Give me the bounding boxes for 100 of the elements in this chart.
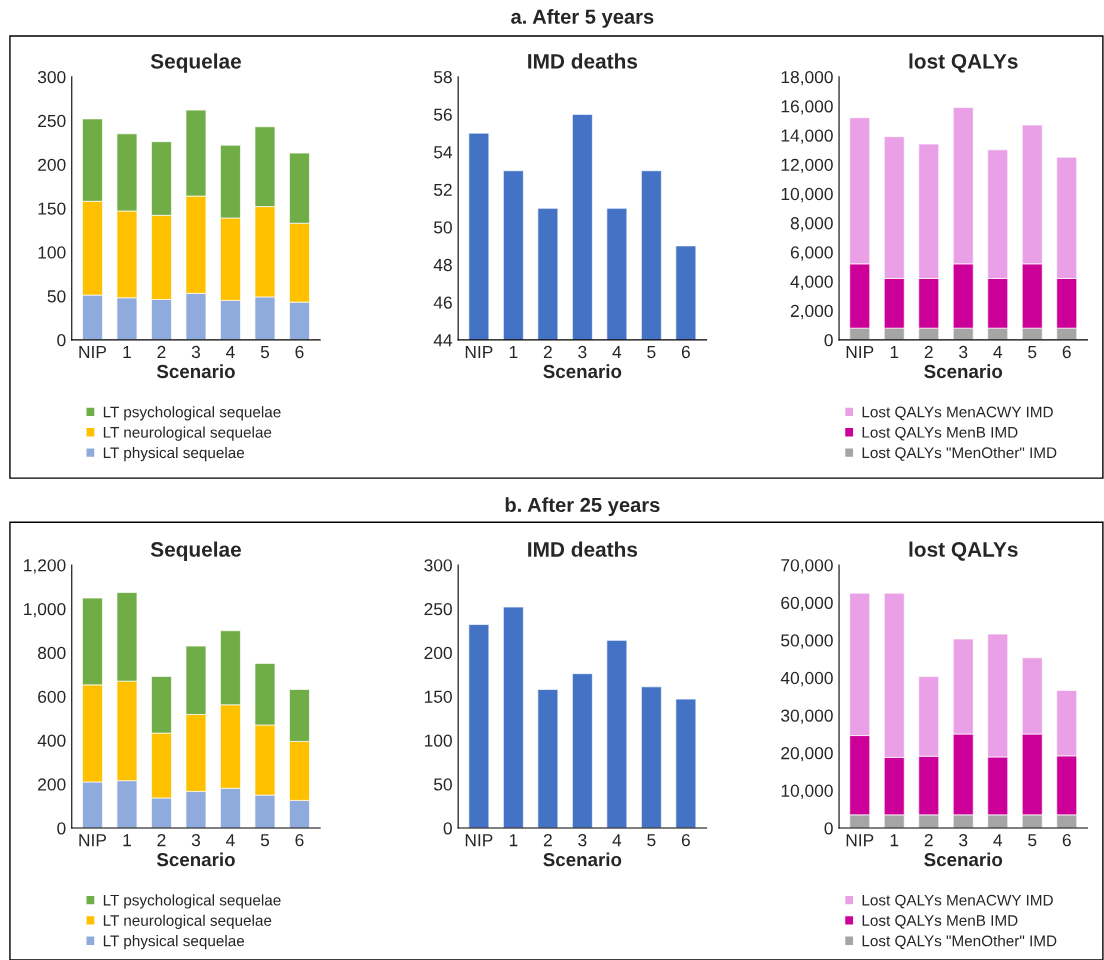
y-tick-label: 10,000 xyxy=(781,187,833,203)
legend-label: LT psychological sequelae xyxy=(103,406,281,421)
chart-title: IMD deaths xyxy=(528,541,638,557)
x-tick-label: 2 xyxy=(924,345,933,358)
x-tick-label: NIP xyxy=(465,834,493,847)
x-tick-label: 3 xyxy=(959,345,968,359)
y-tick-label: 250 xyxy=(38,114,66,128)
bar xyxy=(503,606,524,828)
y-tick-label: 4,000 xyxy=(790,275,833,290)
y-tick-label: 20,000 xyxy=(781,747,833,762)
x-tick-label: 2 xyxy=(543,345,552,358)
y-tick-label: 100 xyxy=(424,734,452,747)
bar xyxy=(606,640,628,828)
x-tick-label: 4 xyxy=(226,834,235,847)
y-tick-label: 300 xyxy=(37,70,66,84)
y-tick-label: 6,000 xyxy=(790,246,833,261)
x-tick-label: NIP xyxy=(79,346,107,358)
x-tick-label: 1 xyxy=(123,834,131,847)
y-tick-label: 300 xyxy=(424,559,452,572)
y-tick-label: 60,000 xyxy=(781,596,833,612)
x-tick-label: 5 xyxy=(1028,346,1037,359)
x-axis-title: Scenario xyxy=(543,852,622,867)
x-axis-title: Scenario xyxy=(924,852,1003,867)
y-tick-label: 150 xyxy=(424,690,452,703)
y-tick-label: 8,000 xyxy=(790,217,833,232)
legend-label: Lost QALYs MenB IMD xyxy=(862,426,1018,441)
x-axis-title: Scenario xyxy=(924,364,1003,379)
chart-title: lost QALYs xyxy=(909,541,1018,561)
y-tick-label: 54 xyxy=(433,146,453,159)
x-tick-label: 1 xyxy=(890,834,899,847)
y-tick-label: 200 xyxy=(38,158,66,171)
y-tick-label: 600 xyxy=(38,690,66,703)
y-tick-label: 10,000 xyxy=(781,784,833,799)
y-tick-label: 50 xyxy=(47,290,66,303)
y-tick-label: 18,000 xyxy=(781,70,833,86)
y-tick-label: 50 xyxy=(433,778,452,791)
x-axis-title: Scenario xyxy=(156,852,235,867)
y-tick-label: 150 xyxy=(38,202,66,215)
y-tick-label: 0 xyxy=(57,334,66,347)
x-tick-label: NIP xyxy=(465,346,493,358)
x-tick-label: 5 xyxy=(647,834,656,847)
y-tick-label: 14,000 xyxy=(781,129,833,144)
y-tick-label: 100 xyxy=(38,246,66,259)
x-tick-label: 1 xyxy=(509,346,518,358)
x-tick-label: 6 xyxy=(1062,834,1071,847)
y-tick-label: 0 xyxy=(824,822,833,835)
y-tick-label: 200 xyxy=(38,778,66,791)
legend-label: Lost QALYs "MenOther" IMD xyxy=(862,935,1057,950)
legend-label: LT physical sequelae xyxy=(103,446,245,462)
y-tick-label: 50 xyxy=(433,221,452,234)
x-tick-label: 2 xyxy=(543,834,552,847)
x-axis-title: Scenario xyxy=(156,364,235,379)
text: b. After 25 years xyxy=(505,497,660,517)
x-tick-label: NIP xyxy=(846,346,874,358)
y-tick-label: 50,000 xyxy=(781,634,833,649)
y-tick-label: 800 xyxy=(38,646,66,660)
x-tick-label: 5 xyxy=(260,834,270,847)
y-tick-label: 48 xyxy=(433,258,452,272)
x-tick-label: 3 xyxy=(959,834,968,847)
legend-label: Lost QALYs "MenOther" IMD xyxy=(862,446,1057,461)
y-tick-label: 2,000 xyxy=(790,304,833,320)
x-tick-label: 5 xyxy=(1028,834,1037,847)
y-tick-label: 56 xyxy=(433,108,452,121)
x-tick-label: 4 xyxy=(993,834,1003,847)
y-tick-label: 400 xyxy=(37,734,66,747)
chart-title: Sequelae xyxy=(150,541,241,561)
x-tick-label: 1 xyxy=(123,346,131,358)
y-tick-label: 0 xyxy=(824,334,833,347)
x-tick-label: 6 xyxy=(1062,345,1071,359)
y-tick-label: 70,000 xyxy=(781,559,833,574)
x-tick-label: 3 xyxy=(578,345,587,359)
x-tick-label: 3 xyxy=(578,834,587,847)
y-tick-label: 44 xyxy=(433,334,453,347)
y-tick-label: 30,000 xyxy=(781,709,833,724)
y-tick-label: 46 xyxy=(433,296,452,309)
x-tick-label: 4 xyxy=(612,346,622,358)
y-tick-label: 1,200 xyxy=(24,559,66,574)
y-tick-label: 40,000 xyxy=(780,671,833,687)
y-tick-label: 1,000 xyxy=(24,602,66,618)
text: a. After 5 years xyxy=(511,9,654,28)
x-tick-label: 4 xyxy=(612,834,622,847)
x-tick-label: 3 xyxy=(191,345,201,359)
x-tick-label: 2 xyxy=(157,834,166,847)
x-tick-label: 3 xyxy=(191,834,201,847)
x-tick-label: 5 xyxy=(260,346,270,359)
legend-label: LT neurological sequelae xyxy=(103,426,272,441)
chart-title: lost QALYs xyxy=(909,53,1018,73)
x-tick-label: 4 xyxy=(226,346,235,358)
x-tick-label: 6 xyxy=(681,834,690,847)
y-tick-label: 250 xyxy=(424,602,452,616)
chart-title: Sequelae xyxy=(150,53,241,73)
x-axis-title: Scenario xyxy=(543,364,622,379)
x-tick-label: 2 xyxy=(157,345,166,358)
legend-label: LT neurological sequelae xyxy=(103,914,272,929)
bar xyxy=(675,698,697,828)
legend-label: Lost QALYs MenACWY IMD xyxy=(862,406,1053,421)
x-tick-label: NIP xyxy=(79,834,107,847)
bar xyxy=(537,689,559,828)
bar xyxy=(468,624,490,828)
x-tick-label: 2 xyxy=(924,834,933,847)
